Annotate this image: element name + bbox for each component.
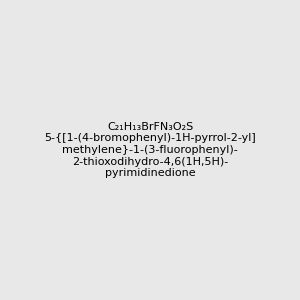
Text: C₂₁H₁₃BrFN₃O₂S
5-{[1-(4-bromophenyl)-1H-pyrrol-2-yl]
methylene}-1-(3-fluoropheny: C₂₁H₁₃BrFN₃O₂S 5-{[1-(4-bromophenyl)-1H-… — [44, 122, 256, 178]
